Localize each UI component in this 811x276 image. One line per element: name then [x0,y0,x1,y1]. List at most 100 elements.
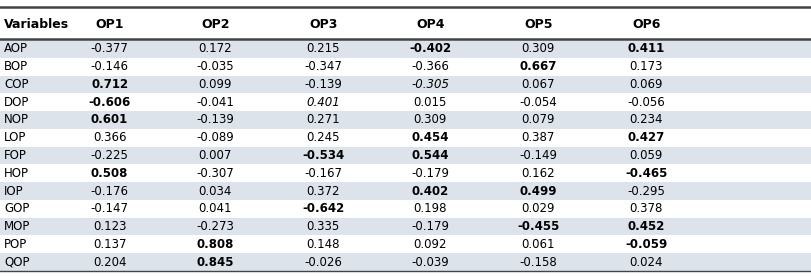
Text: -0.139: -0.139 [196,113,234,126]
Text: 0.173: 0.173 [629,60,663,73]
Text: 0.411: 0.411 [627,43,664,55]
Text: 0.499: 0.499 [519,185,556,198]
Bar [0,200,811,218]
Text: -0.366: -0.366 [411,60,448,73]
Bar [0,147,811,164]
Text: OP5: OP5 [523,18,552,31]
Text: Variables: Variables [4,18,69,31]
Bar [0,129,811,147]
Text: -0.455: -0.455 [517,220,559,233]
Text: 0.309: 0.309 [413,113,447,126]
Text: 0.601: 0.601 [91,113,128,126]
Bar [0,111,811,129]
Bar [0,164,811,182]
Text: OP3: OP3 [309,18,337,31]
Text: AOP: AOP [4,43,28,55]
Text: -0.147: -0.147 [91,202,128,215]
Text: 0.034: 0.034 [198,185,232,198]
Text: 0.544: 0.544 [411,149,448,162]
Text: 0.092: 0.092 [413,238,447,251]
Text: QOP: QOP [4,256,29,269]
Text: OP2: OP2 [200,18,230,31]
Text: -0.054: -0.054 [519,96,556,109]
Text: -0.167: -0.167 [304,167,341,180]
Text: 0.172: 0.172 [198,43,232,55]
Text: 0.234: 0.234 [629,113,663,126]
Text: 0.378: 0.378 [629,202,663,215]
Text: 0.845: 0.845 [196,256,234,269]
Text: OP6: OP6 [632,18,659,31]
Bar [0,76,811,93]
Text: -0.041: -0.041 [196,96,234,109]
Text: -0.465: -0.465 [624,167,667,180]
Text: 0.198: 0.198 [413,202,447,215]
Text: 0.099: 0.099 [198,78,232,91]
Text: 0.015: 0.015 [413,96,447,109]
Bar [0,58,811,76]
Text: -0.035: -0.035 [196,60,234,73]
Text: 0.712: 0.712 [91,78,128,91]
Text: 0.137: 0.137 [92,238,127,251]
Text: 0.309: 0.309 [521,43,555,55]
Text: DOP: DOP [4,96,29,109]
Text: 0.162: 0.162 [521,167,555,180]
Text: 0.204: 0.204 [92,256,127,269]
Text: -0.295: -0.295 [627,185,664,198]
Text: -0.305: -0.305 [411,78,448,91]
Text: 0.024: 0.024 [629,256,663,269]
Text: -0.059: -0.059 [624,238,667,251]
Text: COP: COP [4,78,28,91]
Text: 0.041: 0.041 [198,202,232,215]
Text: 0.215: 0.215 [306,43,340,55]
Text: 0.808: 0.808 [196,238,234,251]
Text: OP1: OP1 [95,18,124,31]
Bar [0,253,811,271]
Text: -0.642: -0.642 [302,202,344,215]
Bar [0,235,811,253]
Text: -0.273: -0.273 [196,220,234,233]
Text: FOP: FOP [4,149,27,162]
Text: -0.179: -0.179 [411,220,448,233]
Text: 0.454: 0.454 [411,131,448,144]
Text: 0.335: 0.335 [307,220,339,233]
Text: GOP: GOP [4,202,29,215]
Bar [0,218,811,235]
Text: 0.245: 0.245 [306,131,340,144]
Text: 0.387: 0.387 [521,131,555,144]
Text: 0.079: 0.079 [521,113,555,126]
Bar [0,8,811,40]
Text: MOP: MOP [4,220,30,233]
Text: -0.402: -0.402 [409,43,451,55]
Text: 0.271: 0.271 [306,113,340,126]
Bar [0,40,811,58]
Text: 0.007: 0.007 [198,149,232,162]
Text: -0.039: -0.039 [411,256,448,269]
Text: HOP: HOP [4,167,29,180]
Text: NOP: NOP [4,113,29,126]
Text: -0.377: -0.377 [91,43,128,55]
Text: 0.402: 0.402 [411,185,448,198]
Text: 0.059: 0.059 [629,149,663,162]
Text: -0.056: -0.056 [627,96,664,109]
Bar [0,182,811,200]
Text: -0.606: -0.606 [88,96,131,109]
Text: 0.148: 0.148 [306,238,340,251]
Text: 0.401: 0.401 [306,96,340,109]
Text: LOP: LOP [4,131,27,144]
Text: -0.139: -0.139 [304,78,341,91]
Text: -0.026: -0.026 [304,256,341,269]
Text: -0.089: -0.089 [196,131,234,144]
Text: 0.508: 0.508 [91,167,128,180]
Text: 0.366: 0.366 [92,131,127,144]
Text: IOP: IOP [4,185,24,198]
Text: BOP: BOP [4,60,28,73]
Text: 0.452: 0.452 [627,220,664,233]
Text: 0.372: 0.372 [306,185,340,198]
Text: 0.427: 0.427 [627,131,664,144]
Text: 0.067: 0.067 [521,78,555,91]
Text: 0.123: 0.123 [92,220,127,233]
Text: 0.061: 0.061 [521,238,555,251]
Text: -0.146: -0.146 [91,60,128,73]
Text: -0.176: -0.176 [91,185,128,198]
Text: 0.667: 0.667 [519,60,556,73]
